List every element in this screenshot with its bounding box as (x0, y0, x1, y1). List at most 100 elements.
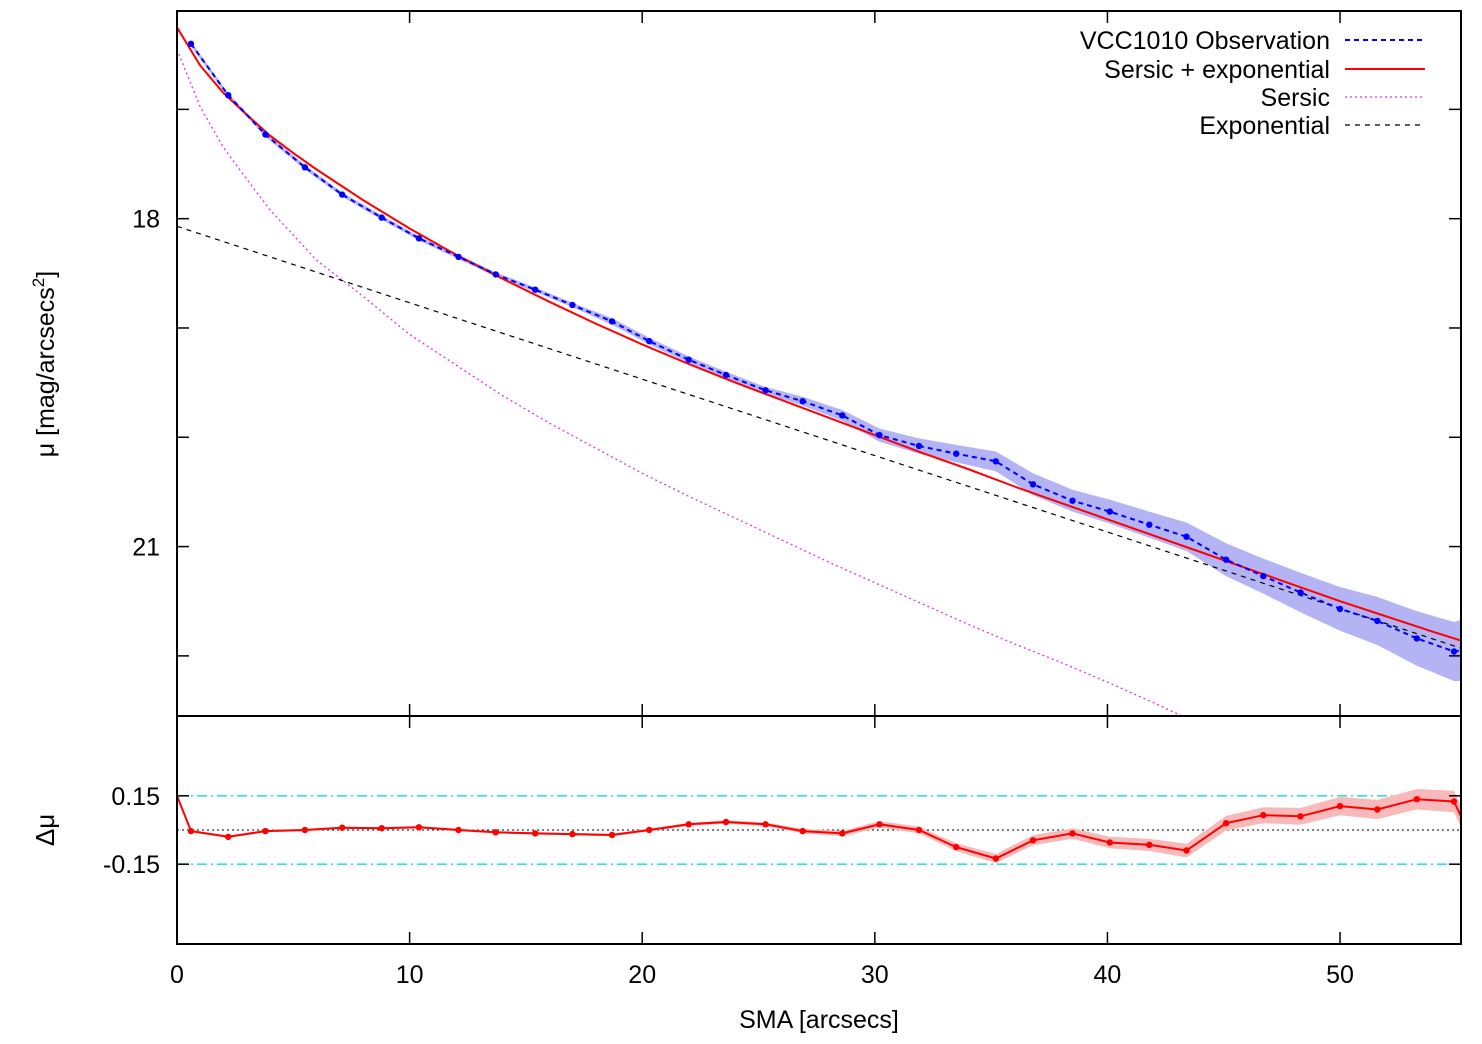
residual-point (722, 818, 730, 826)
residual-point (301, 826, 309, 834)
observation-point (915, 442, 923, 450)
observation-point (1336, 605, 1344, 613)
observation-point (339, 191, 346, 198)
legend-entry-fit: Sersic + exponential (1104, 56, 1425, 84)
observation-point (1260, 572, 1267, 580)
observation-point (492, 271, 499, 278)
legend-label: Sersic + exponential (1104, 56, 1330, 84)
observation-point (1413, 635, 1421, 642)
sersic-line (177, 49, 1183, 716)
legend: VCC1010 Observation Sersic + exponential… (1080, 27, 1425, 140)
residual-point (455, 826, 462, 834)
observation-point (569, 301, 576, 309)
profile-curves (177, 26, 1461, 716)
residual-point (187, 827, 195, 835)
residual-point (799, 827, 806, 835)
residual-point (1146, 841, 1153, 848)
residual-panel: 0.15 -0.15 Δμ (30, 715, 1462, 945)
residual-point (378, 825, 385, 832)
x-axis-label: SMA [arcsecs] (739, 1006, 899, 1034)
y-tick-label: 21 (132, 534, 160, 562)
observation-point (685, 356, 692, 363)
observation-point (876, 431, 883, 439)
residual-point (839, 830, 846, 837)
residual-point (992, 855, 999, 862)
residual-point (876, 821, 883, 828)
observation-point (378, 214, 385, 221)
observation-point (225, 92, 232, 99)
residual-point (762, 821, 769, 828)
residual-frame (176, 715, 1462, 945)
residual-point (1029, 837, 1037, 844)
residual-point (339, 824, 346, 831)
x-tick-label: 20 (628, 961, 656, 989)
residual-axis-ticks: 0.15 -0.15 (103, 716, 1461, 944)
residual-point (1450, 798, 1458, 805)
observation-point (953, 450, 960, 457)
observation-point (1106, 508, 1114, 515)
legend-entry-sersic: Sersic (1261, 84, 1425, 112)
y-tick-label: -0.15 (103, 851, 160, 879)
legend-label: VCC1010 Observation (1080, 27, 1330, 55)
residual-line (177, 795, 1461, 860)
observation-point (415, 235, 423, 242)
observation-point (992, 458, 999, 465)
residual-point (569, 830, 576, 838)
x-axis-tick-labels: 0 10 20 30 40 50 (170, 961, 1354, 989)
observation-point (646, 337, 653, 345)
x-tick-label: 0 (170, 961, 184, 989)
legend-entry-observation: VCC1010 Observation (1080, 27, 1425, 55)
observation-point (722, 371, 730, 379)
observation-point (262, 131, 269, 138)
residual-point (1106, 839, 1114, 846)
x-tick-label: 30 (861, 961, 889, 989)
residual-point (1222, 820, 1230, 827)
observation-points (187, 40, 1458, 655)
observation-point (799, 398, 806, 405)
observation-point (1146, 521, 1153, 528)
y-tick-label: 0.15 (111, 783, 160, 811)
residual-point (1374, 806, 1381, 813)
observation-point (1450, 648, 1458, 655)
observation-line (190, 43, 1461, 653)
observation-point (1374, 617, 1381, 625)
residual-point (1183, 847, 1190, 854)
residual-point (1297, 813, 1304, 820)
observation-point (839, 412, 846, 419)
observation-point (455, 253, 462, 261)
residual-point (1413, 796, 1421, 803)
x-tick-label: 40 (1094, 961, 1122, 989)
residual-reference-lines (177, 794, 1461, 866)
observation-point (1029, 481, 1037, 488)
residual-curve (177, 795, 1461, 862)
residual-point (262, 827, 269, 835)
residual-y-axis-label: Δμ (30, 814, 60, 846)
legend-label: Exponential (1199, 112, 1330, 140)
legend-entry-exponential: Exponential (1199, 112, 1425, 140)
x-tick-label: 50 (1326, 961, 1354, 989)
observation-point (608, 318, 616, 325)
residual-point (646, 826, 653, 834)
residual-point (1260, 812, 1267, 819)
observation-error-band (191, 41, 1461, 682)
residual-point (532, 830, 539, 837)
residual-point (1336, 802, 1344, 810)
residual-point (953, 843, 960, 851)
observation-point (187, 40, 195, 47)
observation-band (191, 41, 1461, 682)
profile-panel: 18 21 VCC1010 Observation Sersic + expone… (29, 10, 1462, 717)
observation-point (1297, 589, 1304, 596)
x-tick-label: 10 (396, 961, 424, 989)
residual-point (915, 826, 923, 834)
residual-point (685, 821, 692, 828)
residual-point (225, 833, 232, 840)
residual-point (492, 829, 499, 836)
observation-point (1222, 556, 1230, 563)
profile-y-axis-label: μ [mag/arcsecs2] (29, 271, 60, 457)
residual-point (415, 824, 423, 831)
observation-point (1183, 533, 1190, 540)
observation-point (532, 286, 539, 293)
legend-label: Sersic (1261, 84, 1330, 112)
observation-point (762, 387, 769, 394)
